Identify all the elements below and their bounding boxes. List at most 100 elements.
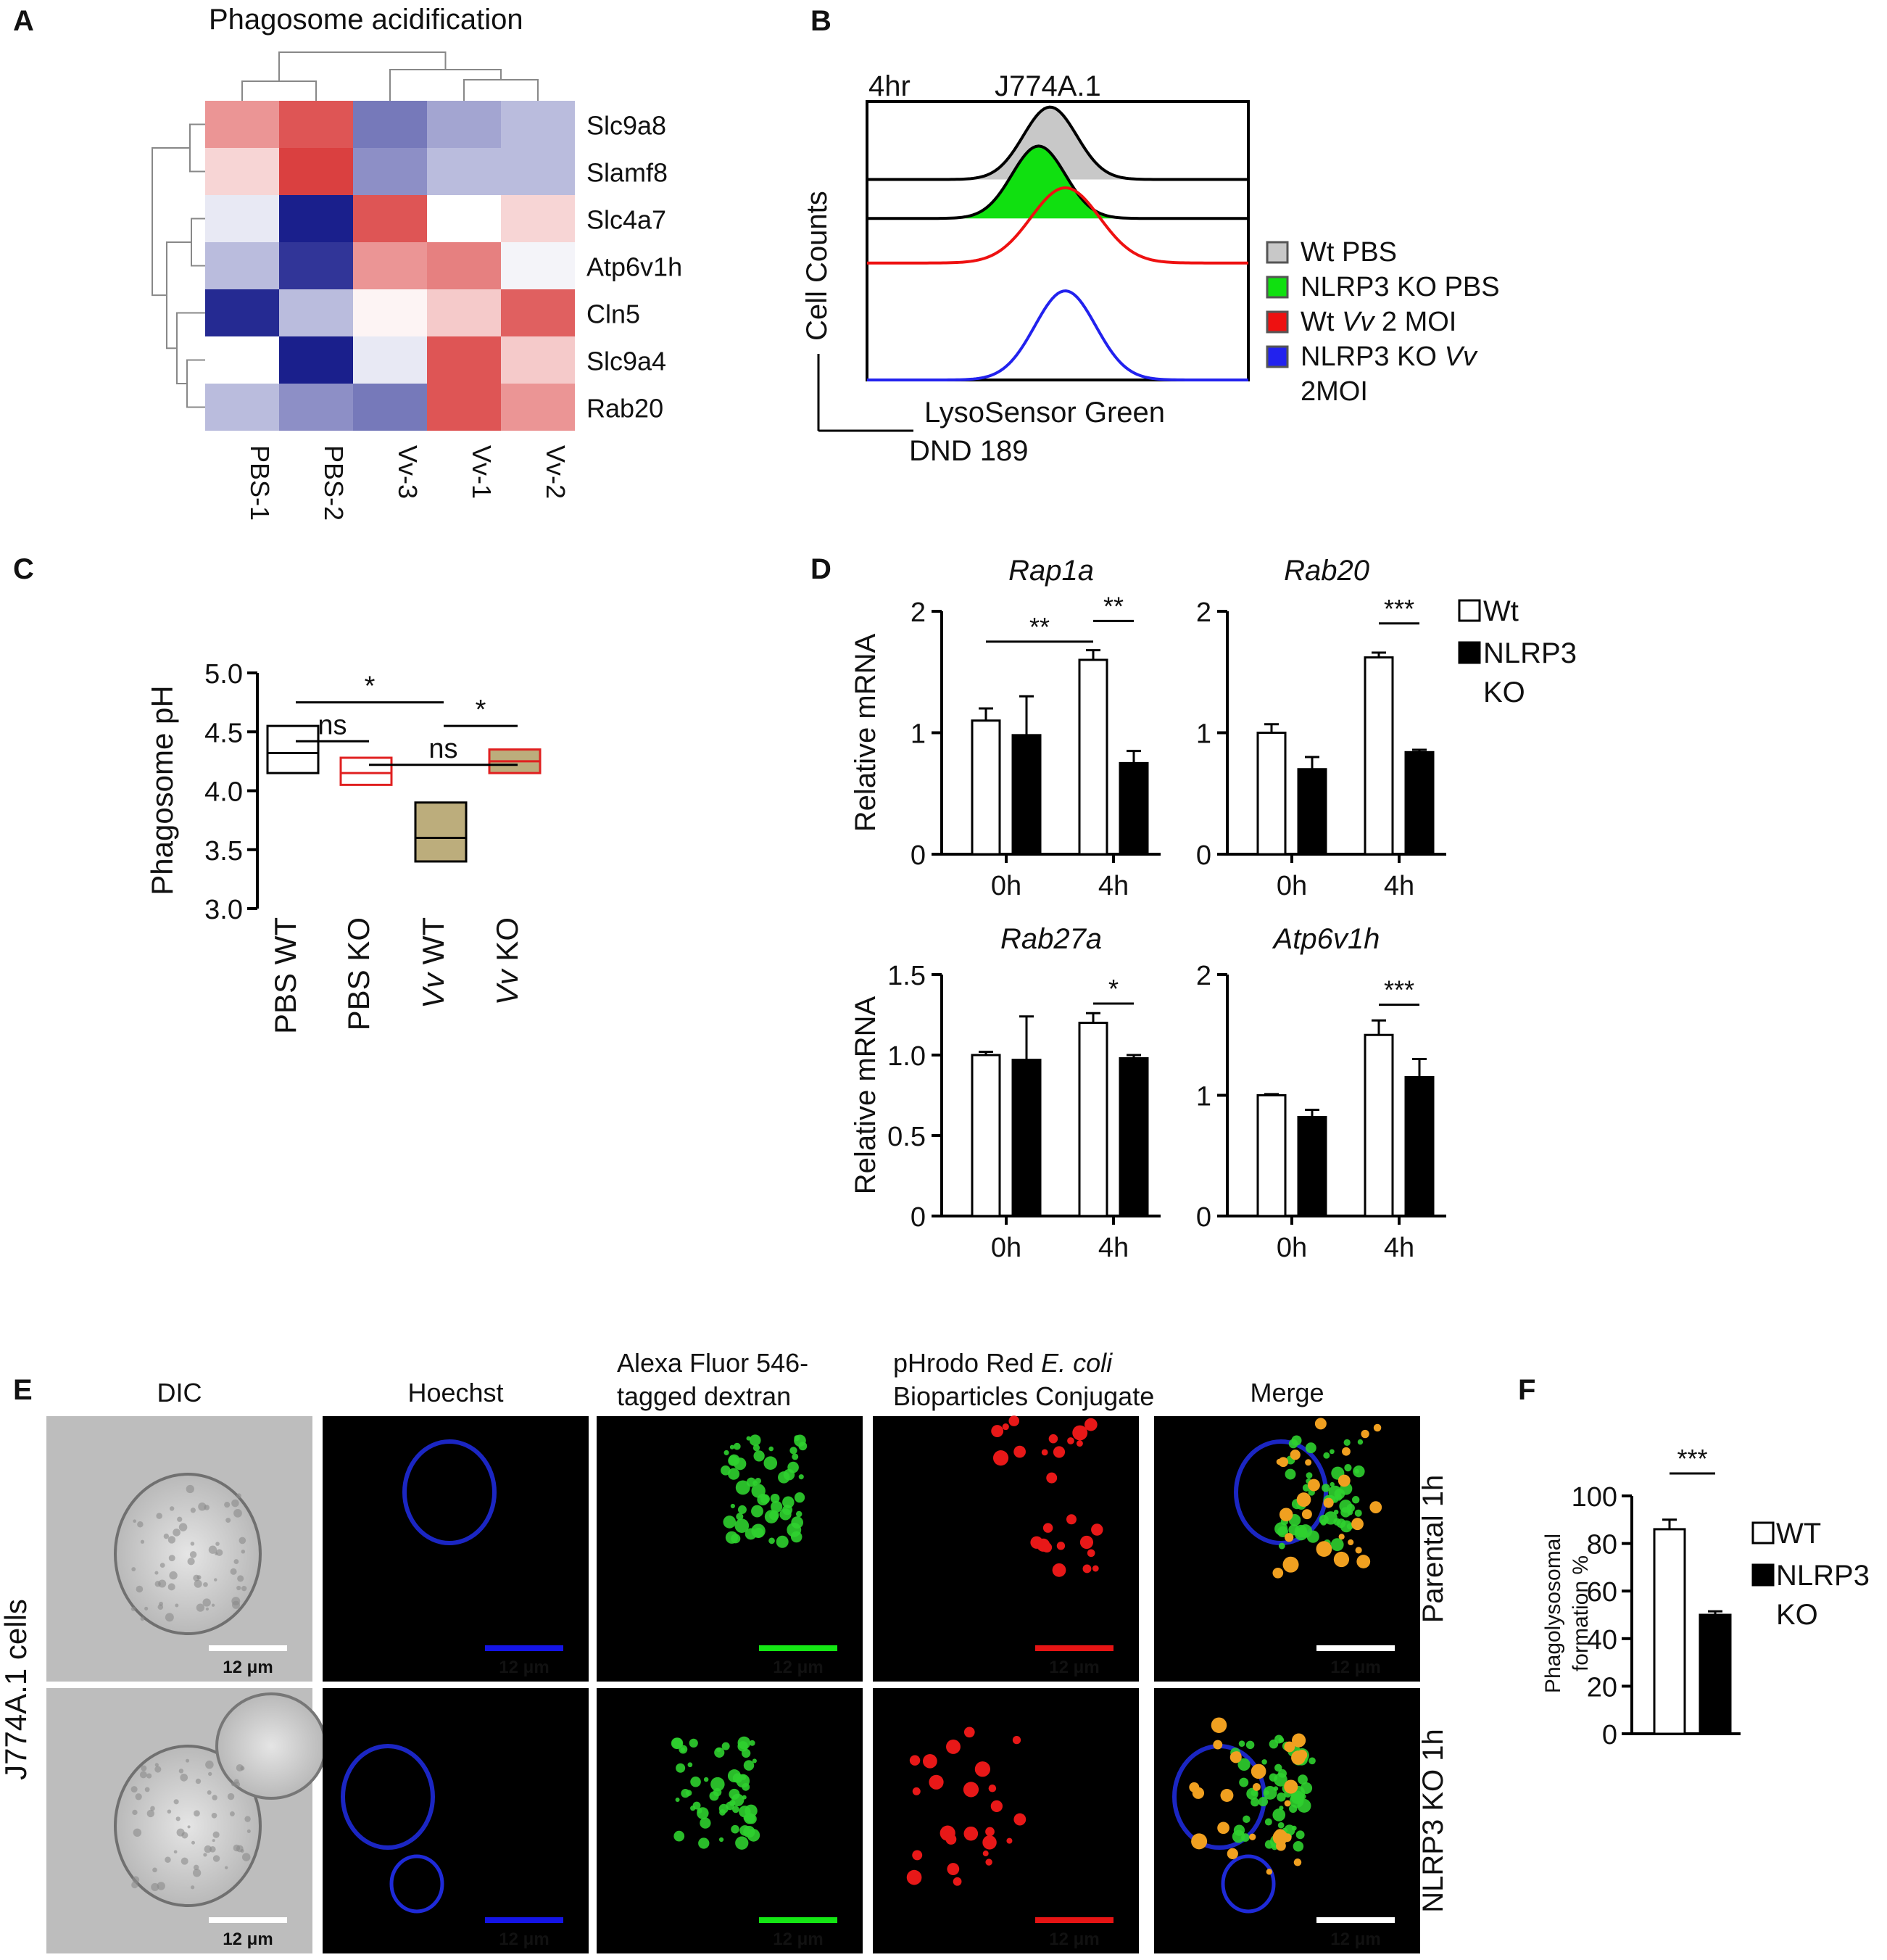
bioparticle bbox=[1076, 1440, 1083, 1447]
dextran-particle bbox=[753, 1450, 765, 1462]
dextran-particle bbox=[1241, 1833, 1250, 1842]
microscopy-column-header: Merge bbox=[1250, 1378, 1324, 1407]
microscopy-column-header-line1-part-0: Alexa Fluor 546- bbox=[617, 1348, 808, 1378]
panel-letter-C: C bbox=[13, 553, 34, 585]
heatmap-cell bbox=[501, 242, 575, 289]
box-plot-box bbox=[339, 756, 393, 786]
bioparticle bbox=[1067, 1437, 1074, 1444]
histogram-legend-label-part-0: NLRP3 KO PBS bbox=[1301, 272, 1500, 302]
dextran-particle bbox=[721, 1742, 730, 1750]
histogram-legend-label-part-1: Vv bbox=[1342, 307, 1375, 337]
bioparticle bbox=[1008, 1415, 1020, 1426]
phago-bar bbox=[1699, 1613, 1732, 1735]
box-plot-y-tick-label: 4.5 bbox=[204, 718, 243, 748]
mrna-bar bbox=[1119, 1057, 1149, 1217]
mrna-y-tick-label: 0.5 bbox=[887, 1122, 926, 1152]
dic-granule bbox=[187, 1825, 191, 1829]
dic-granule bbox=[196, 1575, 202, 1580]
dextran-particle bbox=[740, 1774, 747, 1780]
dextran-particle bbox=[782, 1496, 795, 1508]
mrna-bar bbox=[1404, 750, 1435, 856]
histogram-legend-label-part-0: Wt bbox=[1301, 307, 1342, 337]
mrna-significance-label: *** bbox=[1384, 975, 1414, 1005]
dic-granule bbox=[130, 1606, 136, 1611]
dic-granule bbox=[173, 1850, 178, 1854]
bioparticle bbox=[1087, 1549, 1095, 1558]
dextran-particle bbox=[1243, 1815, 1251, 1824]
bioparticle bbox=[1013, 1445, 1026, 1458]
dic-granule bbox=[225, 1518, 231, 1523]
scale-bar bbox=[209, 1645, 287, 1651]
panel-letter-B: B bbox=[810, 5, 831, 37]
bioparticle bbox=[923, 1753, 937, 1769]
microscopy-tile-background bbox=[873, 1688, 1139, 1953]
scale-bar-label: 12 μm bbox=[773, 1658, 823, 1677]
scale-bar bbox=[1035, 1917, 1113, 1923]
dic-granule bbox=[157, 1882, 165, 1890]
dextran-particle bbox=[676, 1763, 686, 1773]
phago-legend-label: NLRP3 bbox=[1776, 1560, 1870, 1592]
histogram-legend-label-part-2: 2 MOI bbox=[1374, 307, 1456, 337]
dextran-particle bbox=[770, 1494, 780, 1503]
dic-granule bbox=[154, 1766, 162, 1773]
bioparticle bbox=[1272, 1829, 1288, 1845]
dextran-particle bbox=[1306, 1472, 1313, 1479]
bioparticle bbox=[1278, 1457, 1289, 1468]
dextran-particle bbox=[1300, 1782, 1313, 1795]
dextran-particle bbox=[703, 1777, 709, 1782]
dic-granule bbox=[146, 1809, 154, 1818]
mrna-bar bbox=[1011, 1059, 1042, 1217]
dic-granule bbox=[230, 1568, 237, 1575]
dextran-particle bbox=[1324, 1511, 1338, 1525]
dextran-particle bbox=[745, 1804, 758, 1818]
heatmap-title: Phagosome acidification bbox=[209, 4, 523, 36]
dic-granule bbox=[212, 1855, 220, 1862]
dextran-particle bbox=[734, 1518, 750, 1533]
phago-y-tick-label: 40 bbox=[1587, 1625, 1617, 1655]
dic-granule bbox=[190, 1542, 195, 1546]
dextran-particle bbox=[1330, 1538, 1344, 1552]
dextran-particle bbox=[1305, 1442, 1316, 1454]
dextran-particle bbox=[792, 1453, 799, 1460]
nucleus-stain bbox=[402, 1439, 497, 1545]
histogram-legend-swatch bbox=[1266, 310, 1289, 334]
dic-granule bbox=[205, 1607, 209, 1611]
dendrogram-branch bbox=[278, 51, 447, 81]
dic-granule bbox=[163, 1533, 170, 1539]
phago-y-tick-label: 80 bbox=[1587, 1530, 1617, 1560]
scale-bar-label: 12 μm bbox=[1049, 1930, 1099, 1949]
mrna-subplot-title: Rab20 bbox=[1284, 555, 1369, 587]
heatmap-cell bbox=[279, 336, 353, 384]
bioparticle bbox=[1042, 1523, 1053, 1533]
microscopy-column-header-line1-part-1: E. coli bbox=[1041, 1348, 1113, 1378]
bioparticle bbox=[1293, 1858, 1302, 1866]
dextran-particle bbox=[768, 1446, 774, 1452]
dic-granule bbox=[132, 1809, 138, 1816]
mrna-y-tick-label: 0 bbox=[911, 840, 926, 871]
dic-granule bbox=[146, 1773, 152, 1779]
microscopy-column-header-line2: Bioparticles Conjugate bbox=[893, 1381, 1154, 1411]
dic-cell-body bbox=[114, 1473, 262, 1635]
dextran-particle bbox=[742, 1782, 750, 1791]
heatmap-cell bbox=[501, 101, 575, 148]
dextran-particle bbox=[1277, 1822, 1285, 1829]
bioparticle bbox=[985, 1858, 992, 1866]
dic-granule bbox=[175, 1816, 181, 1822]
dextran-particle bbox=[725, 1531, 739, 1544]
bioparticle bbox=[1348, 1539, 1354, 1546]
heatmap-cell bbox=[427, 195, 501, 242]
dextran-particle bbox=[1272, 1808, 1286, 1822]
dextran-particle bbox=[1353, 1465, 1365, 1478]
bioparticle bbox=[1338, 1534, 1345, 1540]
box-plot-panel: 3.0 3.5 4.0 4.5 5.0 Phagosome pH PBS WT PBS KO V… bbox=[145, 659, 542, 1034]
dextran-particle bbox=[769, 1510, 779, 1521]
mrna-subplot-title: Atp6v1h bbox=[1272, 923, 1380, 955]
heatmap-cell bbox=[501, 336, 575, 384]
phago-legend-swatch bbox=[1751, 1563, 1775, 1587]
bioparticle bbox=[990, 1800, 1003, 1812]
dic-granule bbox=[231, 1597, 241, 1606]
heatmap-cell bbox=[279, 289, 353, 336]
box-plot-category-label: PBS KO bbox=[341, 917, 376, 1030]
bioparticle bbox=[1006, 1837, 1013, 1844]
histogram-legend-label-part-1: Vv bbox=[1445, 342, 1478, 372]
